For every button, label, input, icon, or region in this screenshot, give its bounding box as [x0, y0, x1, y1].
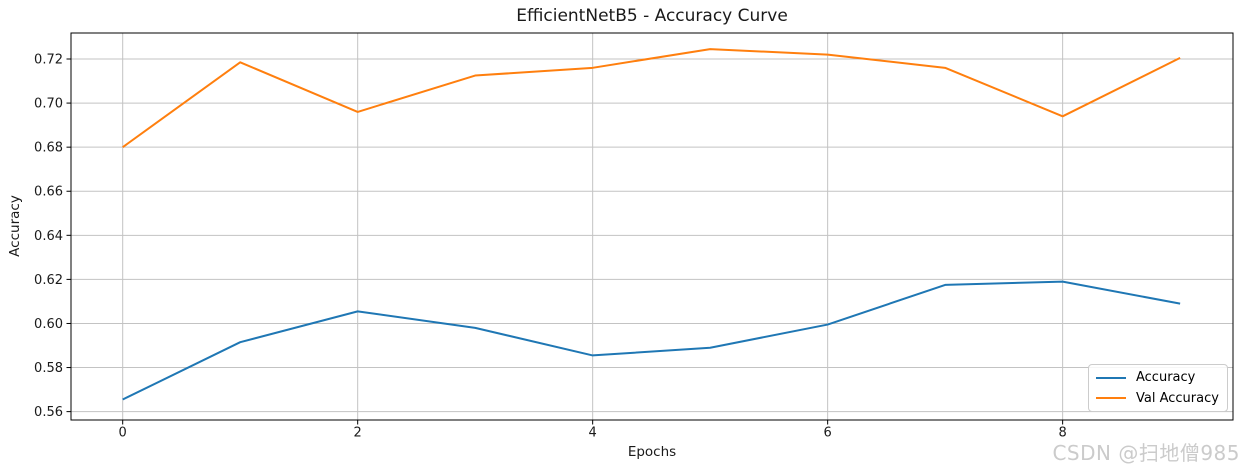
x-tick-label: 6	[824, 426, 832, 441]
x-tick-label: 4	[589, 426, 597, 441]
y-tick-label: 0.70	[34, 97, 63, 112]
x-axis-label: Epochs	[627, 444, 677, 460]
legend-label-accuracy: Accuracy	[1136, 370, 1196, 386]
x-tick-label: 2	[354, 426, 362, 441]
y-tick-label: 0.66	[34, 185, 63, 200]
y-tick-label: 0.60	[34, 317, 63, 332]
y-tick-label: 0.62	[34, 273, 63, 288]
axes-frame	[70, 32, 1234, 421]
y-tick-label: 0.72	[34, 53, 63, 68]
x-tick-label: 0	[119, 426, 127, 441]
val-accuracy-line	[122, 48, 1181, 148]
accuracy-line	[122, 280, 1181, 401]
legend-label-val-accuracy: Val Accuracy	[1136, 390, 1219, 406]
chart-title: EfficientNetB5 - Accuracy Curve	[516, 6, 788, 26]
legend-entry-accuracy: Accuracy	[1089, 368, 1227, 387]
accuracy-line-sample-icon	[1096, 376, 1126, 379]
legend: Accuracy Val Accuracy	[1088, 364, 1228, 412]
val-accuracy-line-sample-icon	[1096, 397, 1126, 400]
watermark: CSDN @扫地僧985	[1052, 441, 1240, 465]
y-tick-label: 0.58	[34, 361, 63, 376]
legend-entry-val-accuracy: Val Accuracy	[1089, 389, 1227, 408]
x-tick-label: 8	[1058, 426, 1066, 441]
y-tick-label: 0.64	[34, 229, 63, 244]
y-tick-label: 0.68	[34, 141, 63, 156]
y-tick-label: 0.56	[34, 405, 63, 420]
